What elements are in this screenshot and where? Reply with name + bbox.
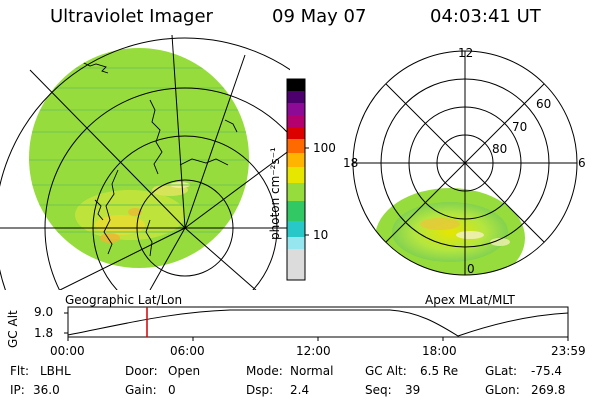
flt-value: LBHL bbox=[40, 364, 71, 378]
time-label: 04:03:41 UT bbox=[430, 6, 541, 27]
seq-label: Seq: bbox=[365, 383, 392, 397]
polar-plot bbox=[352, 50, 578, 276]
plot-frame bbox=[67, 306, 569, 338]
altitude-xtick-0000: 00:00 bbox=[50, 344, 85, 358]
mlt-label-0: 0 bbox=[467, 262, 475, 276]
geographic-map bbox=[0, 34, 290, 290]
polar-grid bbox=[352, 50, 578, 276]
altitude-xtick-0600: 06:00 bbox=[170, 344, 205, 358]
altitude-xtick-1800: 18:00 bbox=[422, 344, 457, 358]
mlt-label-6: 6 bbox=[578, 156, 586, 170]
mlt-label-12: 12 bbox=[458, 46, 474, 60]
door-label: Door: bbox=[125, 364, 158, 378]
graticule bbox=[0, 34, 290, 290]
dsp-label: Dsp: bbox=[246, 383, 274, 397]
ip-value: 36.0 bbox=[33, 383, 60, 397]
mode-value: Normal bbox=[290, 364, 334, 378]
mode-label: Mode: bbox=[246, 364, 283, 378]
glon-label: GLon: bbox=[485, 383, 520, 397]
colorbar-tick-10: 10 bbox=[313, 228, 329, 242]
altitude-curve bbox=[67, 309, 569, 337]
seq-value: 39 bbox=[405, 383, 421, 397]
ip-label: IP: bbox=[10, 383, 25, 397]
lat-label-60: 60 bbox=[536, 97, 552, 111]
lat-label-70: 70 bbox=[512, 120, 528, 134]
flt-label: Flt: bbox=[10, 364, 29, 378]
glat-value: -75.4 bbox=[531, 364, 563, 378]
altitude-xtick-1200: 12:00 bbox=[296, 344, 331, 358]
mlt-label-18: 18 bbox=[343, 156, 359, 170]
left-map-caption: Geographic Lat/Lon bbox=[65, 293, 183, 307]
altitude-ylabel: GC Alt bbox=[6, 310, 20, 348]
date-label: 09 May 07 bbox=[272, 6, 367, 27]
lat-label-80: 80 bbox=[492, 142, 508, 156]
gain-label: Gain: bbox=[125, 383, 157, 397]
gcalt-label: GC Alt: bbox=[365, 364, 407, 378]
altitude-ytick-9: 9.0 bbox=[34, 305, 54, 319]
door-value: Open bbox=[168, 364, 201, 378]
coastlines bbox=[81, 61, 238, 257]
right-map-caption: Apex MLat/MLT bbox=[425, 293, 515, 307]
gain-value: 0 bbox=[168, 383, 176, 397]
glat-label: GLat: bbox=[485, 364, 518, 378]
instrument-title: Ultraviolet Imager bbox=[50, 6, 213, 27]
gcalt-value: 6.5 Re bbox=[420, 364, 459, 378]
colorbar-unit-label: photon cm⁻²s⁻¹ bbox=[268, 147, 282, 240]
colorbar-tick-100: 100 bbox=[313, 141, 336, 155]
dsp-value: 2.4 bbox=[290, 383, 310, 397]
altitude-xtick-2359: 23:59 bbox=[551, 344, 586, 358]
glon-value: 269.8 bbox=[531, 383, 566, 397]
colorbar bbox=[286, 78, 309, 281]
altitude-plot bbox=[64, 306, 569, 341]
altitude-ytick-1-8: 1.8 bbox=[34, 326, 54, 340]
